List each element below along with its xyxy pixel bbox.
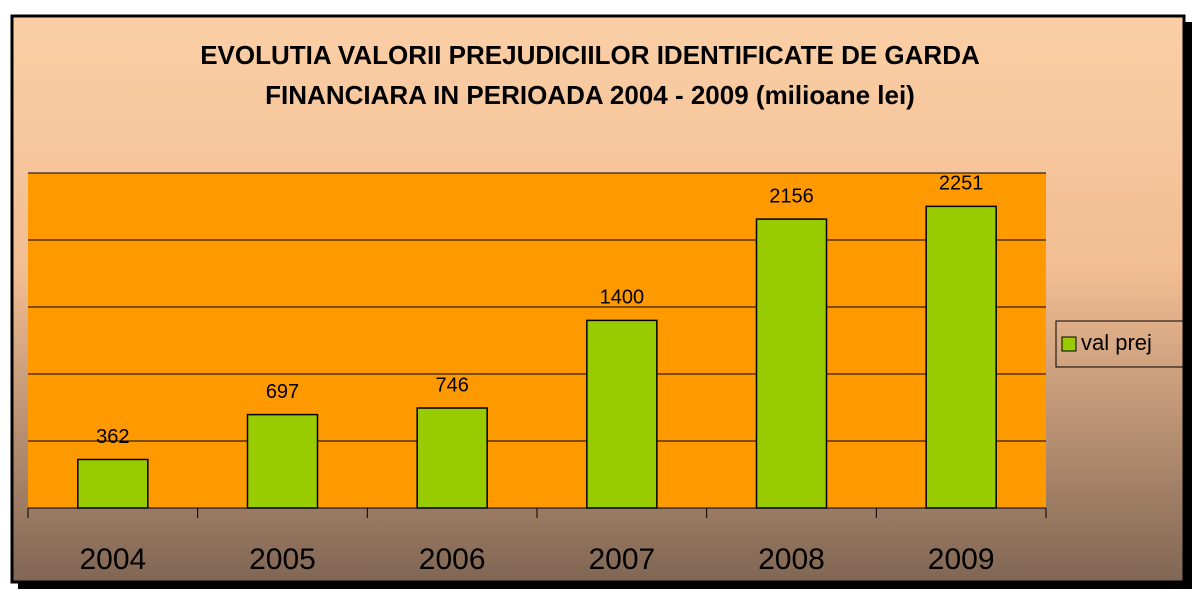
x-tick-label: 2004 [79, 543, 146, 576]
data-label: 2156 [769, 185, 814, 207]
bar [246, 413, 319, 509]
bar [925, 205, 997, 509]
legend-box [1055, 320, 1191, 368]
bar [755, 218, 828, 509]
x-tick-label: 2009 [928, 543, 995, 576]
legend-label: val prej [1081, 330, 1152, 355]
data-label: 1400 [600, 287, 645, 309]
x-tick-label: 2008 [758, 543, 825, 576]
bar [416, 407, 488, 509]
bar [586, 319, 658, 509]
data-label: 362 [96, 426, 129, 448]
bar [77, 458, 149, 509]
chart-title: FINANCIARA IN PERIOADA 2004 - 2009 (mili… [265, 80, 915, 110]
data-label: 2251 [939, 173, 984, 195]
plot-area [28, 173, 1046, 508]
x-tick-label: 2006 [419, 543, 486, 576]
x-tick-label: 2007 [588, 543, 655, 576]
data-label: 697 [266, 381, 299, 403]
data-label: 746 [435, 374, 468, 396]
legend-swatch [1061, 336, 1077, 352]
x-tick-label: 2005 [249, 543, 316, 576]
chart-title: EVOLUTIA VALORII PREJUDICIILOR IDENTIFIC… [200, 40, 980, 70]
